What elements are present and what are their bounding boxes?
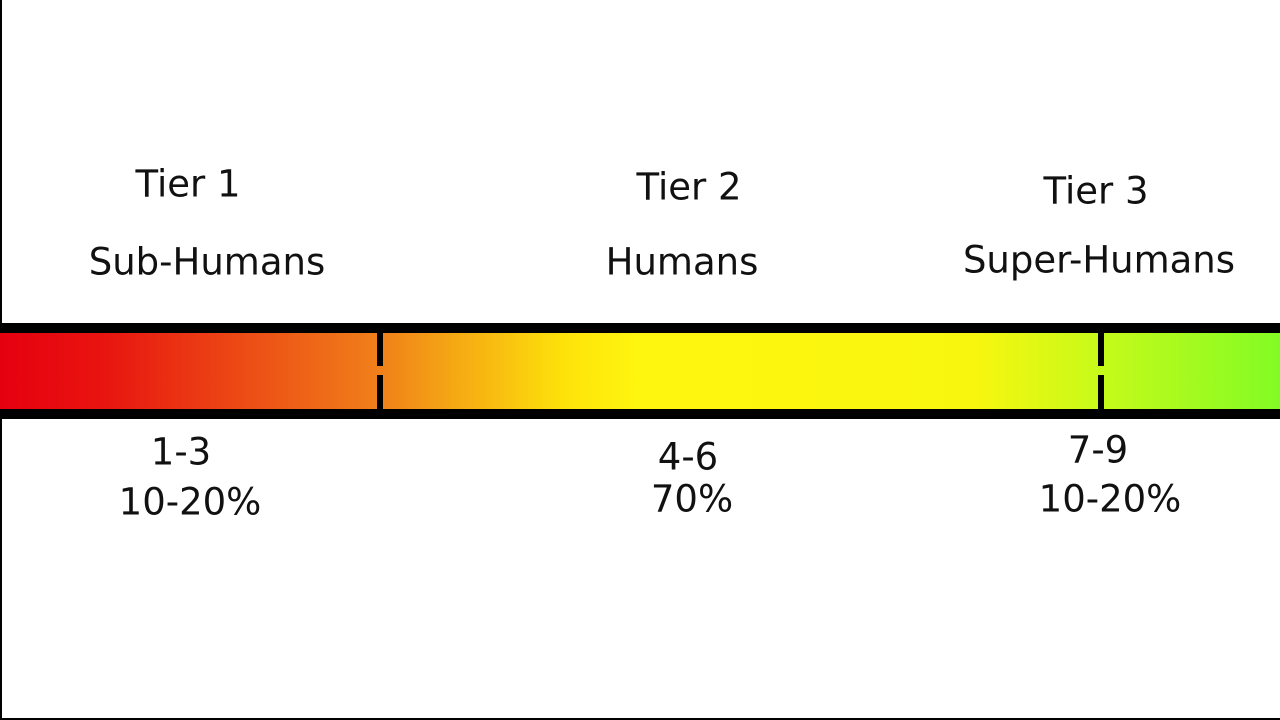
tier-range: 1-3 — [151, 431, 211, 474]
tier-name: Sub-Humans — [89, 241, 326, 284]
divider — [377, 333, 383, 409]
scale-gradient — [0, 333, 1280, 409]
divider-dash — [1098, 375, 1104, 409]
tier-share: 10-20% — [1039, 478, 1182, 521]
tier-name: Super-Humans — [963, 239, 1235, 282]
divider-dash — [377, 375, 383, 409]
tier-name: Humans — [606, 241, 759, 284]
tier-range: 4-6 — [658, 436, 718, 479]
divider-dash — [1098, 333, 1104, 366]
tier-range: 7-9 — [1068, 429, 1128, 472]
divider-dash — [377, 333, 383, 366]
tier-title: Tier 2 — [635, 166, 741, 209]
tier-title: Tier 1 — [134, 163, 240, 206]
tier-share: 70% — [651, 478, 733, 521]
divider — [1098, 333, 1104, 409]
tier-title: Tier 3 — [1042, 170, 1148, 213]
tier-share: 10-20% — [119, 481, 262, 524]
